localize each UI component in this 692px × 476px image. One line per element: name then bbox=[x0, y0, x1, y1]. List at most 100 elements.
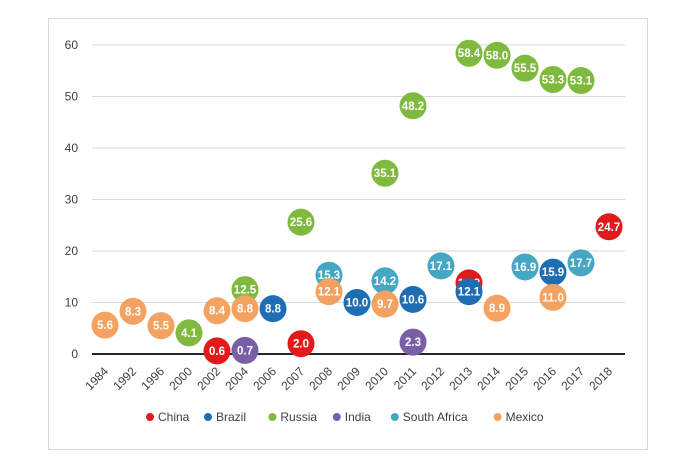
x-tick-label: 2007 bbox=[278, 364, 307, 393]
data-label: 15.9 bbox=[542, 267, 564, 279]
data-point-brazil bbox=[343, 289, 371, 316]
data-point-china bbox=[287, 330, 315, 358]
y-tick-label: 20 bbox=[65, 244, 79, 258]
data-label: 58.4 bbox=[458, 48, 481, 60]
x-tick-label: 2011 bbox=[391, 364, 419, 392]
data-point-brazil bbox=[539, 258, 567, 286]
x-tick-label: 2012 bbox=[418, 364, 447, 393]
x-tick-label: 2009 bbox=[334, 364, 363, 393]
data-label: 58.0 bbox=[486, 50, 508, 62]
legend-marker bbox=[332, 413, 341, 421]
x-tick-label: 2015 bbox=[502, 364, 531, 393]
x-tick-label: 2014 bbox=[474, 364, 503, 393]
y-tick-label: 30 bbox=[65, 193, 79, 207]
data-point-russia bbox=[399, 92, 427, 120]
data-point-india bbox=[399, 328, 427, 356]
data-point-russia bbox=[455, 39, 483, 67]
data-label: 8.8 bbox=[237, 304, 254, 316]
legend-label: Brazil bbox=[216, 410, 246, 424]
legend-label: China bbox=[158, 410, 190, 424]
x-tick-label: 1984 bbox=[82, 364, 111, 393]
data-point-russia bbox=[483, 41, 511, 69]
data-label: 15.3 bbox=[318, 270, 340, 282]
data-label: 12.5 bbox=[234, 285, 257, 297]
data-point-brazil bbox=[259, 295, 287, 323]
data-label: 8.9 bbox=[489, 303, 505, 315]
data-point-mexico bbox=[119, 297, 147, 325]
data-label: 8.3 bbox=[125, 306, 141, 318]
y-tick-label: 0 bbox=[71, 347, 78, 361]
y-tick-label: 60 bbox=[65, 38, 79, 52]
legend-marker bbox=[268, 413, 277, 421]
data-point-south-africa bbox=[567, 249, 595, 277]
data-label: 5.5 bbox=[153, 321, 170, 333]
data-label: 9.7 bbox=[377, 299, 393, 311]
legend-label: Mexico bbox=[506, 410, 544, 424]
data-point-mexico bbox=[539, 283, 567, 311]
y-tick-label: 50 bbox=[65, 90, 79, 104]
data-point-russia bbox=[175, 319, 203, 347]
x-tick-label: 2004 bbox=[222, 364, 251, 393]
data-point-south-africa bbox=[427, 252, 455, 280]
data-point-mexico bbox=[371, 290, 399, 318]
data-label: 12.1 bbox=[458, 287, 481, 299]
data-label: 11.0 bbox=[542, 292, 564, 304]
x-tick-label: 2002 bbox=[194, 364, 223, 393]
data-point-brazil bbox=[399, 285, 427, 313]
data-label: 10.6 bbox=[402, 294, 424, 306]
x-tick-label: 1996 bbox=[138, 364, 167, 393]
data-label: 0.7 bbox=[237, 345, 253, 357]
y-tick-label: 10 bbox=[65, 296, 79, 310]
data-point-mexico bbox=[483, 294, 511, 322]
legend-marker bbox=[493, 413, 502, 421]
x-tick-label: 2000 bbox=[166, 364, 195, 393]
legend-marker bbox=[204, 413, 212, 421]
x-tick-label: 2016 bbox=[530, 364, 559, 393]
data-label: 14.2 bbox=[374, 276, 396, 288]
data-label: 0.6 bbox=[209, 346, 225, 358]
data-point-mexico bbox=[147, 312, 175, 340]
data-label: 8.4 bbox=[209, 306, 226, 318]
x-tick-label: 2017 bbox=[558, 364, 587, 393]
data-point-china bbox=[595, 213, 623, 241]
y-tick-label: 40 bbox=[65, 141, 79, 155]
x-tick-label: 2006 bbox=[250, 364, 279, 393]
data-label: 4.1 bbox=[181, 328, 198, 340]
data-point-russia bbox=[567, 67, 595, 95]
data-label: 24.7 bbox=[598, 222, 620, 234]
x-tick-label: 1992 bbox=[110, 364, 139, 393]
legend-label: South Africa bbox=[403, 410, 468, 424]
data-point-india bbox=[231, 336, 259, 364]
data-label: 8.8 bbox=[265, 304, 282, 316]
data-label: 2.3 bbox=[405, 337, 421, 349]
data-label: 17.1 bbox=[430, 261, 453, 273]
legend-marker bbox=[390, 413, 399, 421]
data-label: 35.1 bbox=[374, 168, 397, 180]
data-point-south-africa bbox=[371, 267, 399, 295]
data-point-russia bbox=[371, 159, 399, 187]
data-point-mexico bbox=[203, 297, 231, 325]
data-label: 10.0 bbox=[346, 298, 368, 310]
data-point-russia bbox=[231, 276, 259, 304]
legend-marker bbox=[146, 413, 154, 421]
data-label: 2.0 bbox=[293, 339, 309, 351]
data-point-mexico bbox=[231, 295, 259, 323]
data-label: 16.9 bbox=[514, 262, 536, 274]
data-label: 53.3 bbox=[542, 75, 564, 87]
data-label: 5.6 bbox=[97, 320, 113, 332]
x-tick-label: 2010 bbox=[362, 364, 391, 393]
data-label: 48.2 bbox=[402, 101, 424, 113]
data-label: 17.7 bbox=[570, 258, 592, 270]
data-point-brazil bbox=[455, 278, 483, 306]
legend-label: India bbox=[345, 410, 371, 424]
data-point-russia bbox=[539, 66, 567, 94]
x-tick-label: 2013 bbox=[446, 364, 475, 393]
data-label: 25.6 bbox=[290, 217, 312, 229]
x-tick-label: 2008 bbox=[306, 364, 335, 393]
data-label: 55.5 bbox=[514, 63, 537, 75]
x-tick-label: 2018 bbox=[586, 364, 615, 393]
data-point-south-africa bbox=[511, 253, 539, 281]
data-point-russia bbox=[287, 208, 315, 236]
data-point-china bbox=[203, 337, 231, 365]
